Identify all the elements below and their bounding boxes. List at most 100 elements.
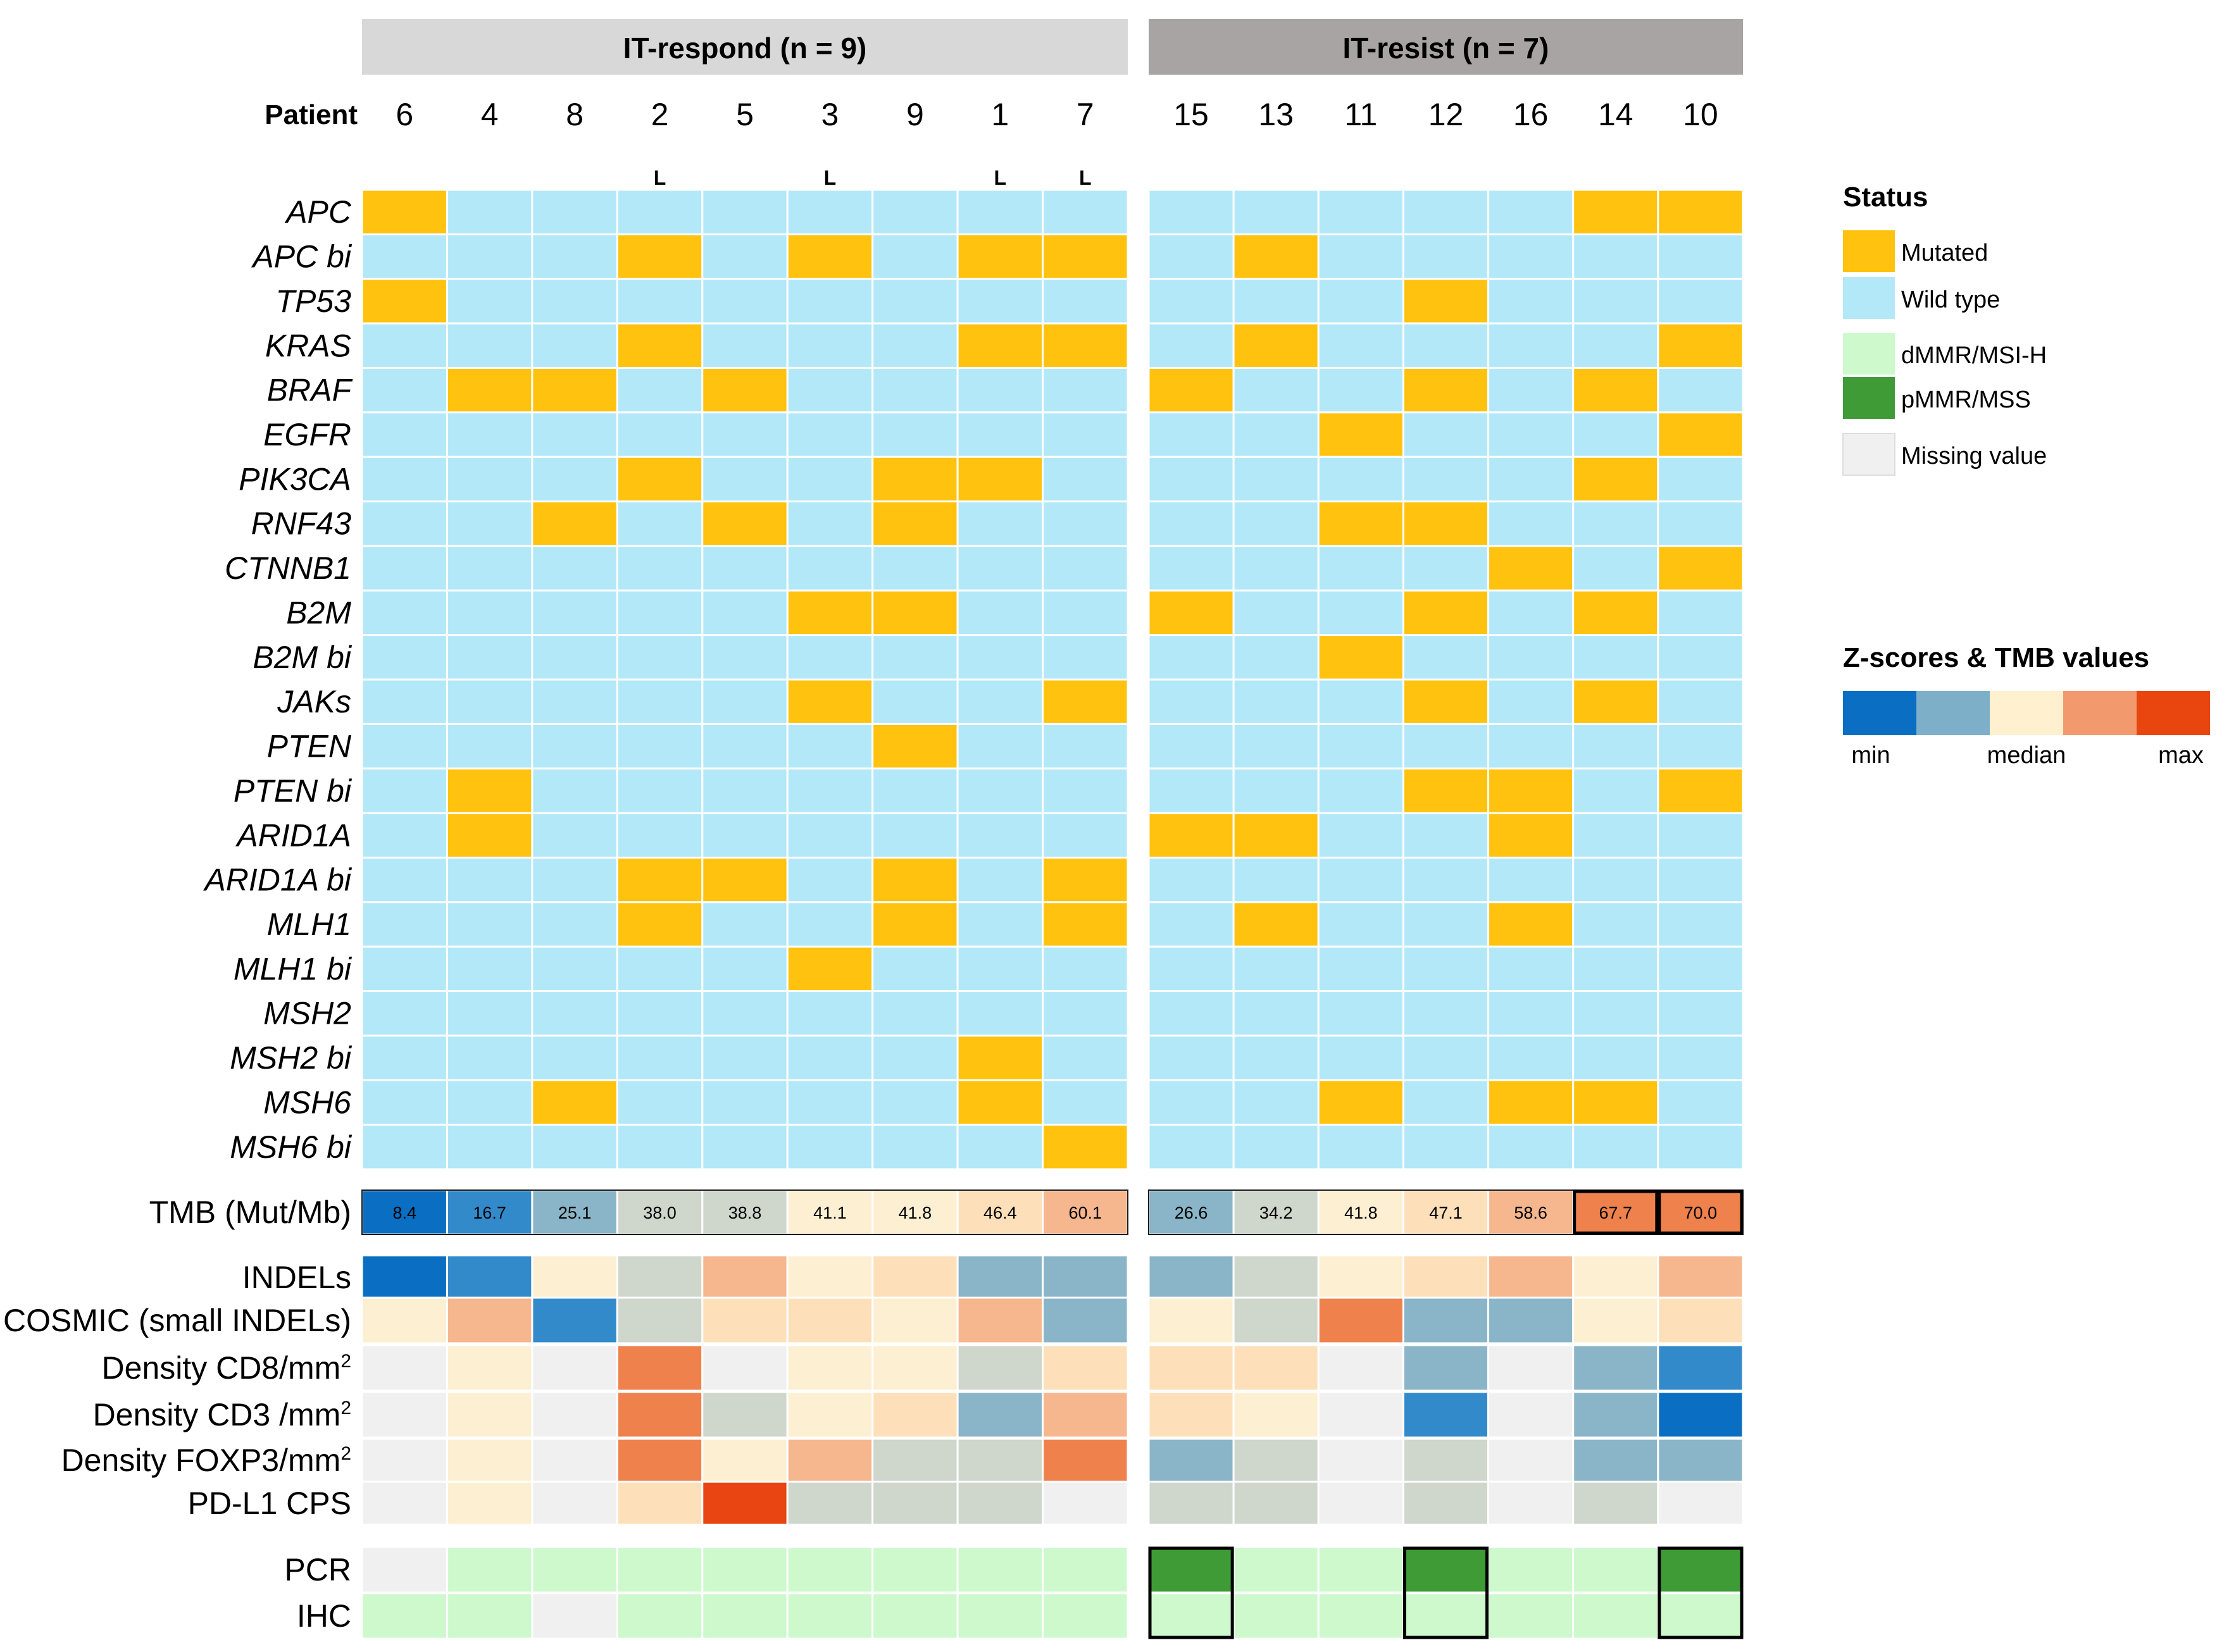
mutation-cell [786,678,874,725]
mutation-cell [361,411,448,458]
zscore-cell [1657,1391,1744,1439]
mutation-cell [1042,545,1129,592]
mutation-cell [446,945,534,993]
mutation-cell [616,278,704,325]
msi-cell [1402,1592,1490,1640]
l-mark: L [1079,166,1092,189]
msi-cell [1572,1546,1659,1594]
patient-id: 15 [1173,97,1209,132]
respond-header-label: IT-respond (n = 9) [623,32,867,65]
mutation-cell [531,589,618,637]
tmb-row: 8.4 16.7 25.1 38.0 38.8 41.1 41.8 46.4 60.1 26.6 3… [361,1189,1744,1236]
patient-id: 7 [1077,97,1094,132]
mutation-cell [1042,366,1129,414]
mutation-cell [1572,945,1659,993]
mutation-cell [1402,634,1490,681]
zscore-cell [956,1296,1044,1345]
mutation-cell [361,366,448,414]
msi-label: PCR [284,1552,351,1587]
mutation-cell [1232,1079,1320,1126]
mutation-cell [786,233,874,280]
zscore-cell [1487,1254,1575,1301]
mutation-cell [1232,678,1320,725]
zscore-cell [1042,1254,1129,1301]
mutation-cell [1147,723,1235,770]
zscore-cell [1232,1296,1320,1345]
mutation-cell [871,500,959,547]
mutation-cell [1232,589,1320,637]
mutation-cell [956,634,1044,681]
zscore-cell [786,1344,874,1392]
zscore-cell [361,1481,448,1526]
zscore-matrix [361,1254,1744,1526]
mutation-cell [701,634,789,681]
mutation-cell [956,723,1044,770]
mutation-cell [1147,545,1235,592]
mutation-cell [616,945,704,993]
tmb-value: 16.7 [473,1203,506,1222]
mutation-cell [1572,233,1659,280]
zscore-cell [1402,1481,1490,1526]
mutation-cell [531,901,618,948]
mutation-cell [1487,1079,1575,1126]
mutation-cell [1572,1079,1659,1126]
mutation-cell [531,767,618,814]
mutation-cell [1657,278,1744,325]
mutation-cell [446,1079,534,1126]
mutation-cell [1147,678,1235,725]
mutation-cell [1657,723,1744,770]
mutation-cell [1572,767,1659,814]
mutation-cell [871,411,959,458]
mutation-cell [1147,1079,1235,1126]
mutation-cell [1657,366,1744,414]
tmb-value: 38.8 [728,1203,762,1222]
msi-highlight-box [1148,1546,1234,1639]
zscore-cell [1147,1438,1235,1483]
mutation-cell [1317,278,1404,325]
zscore-cell [1572,1296,1659,1345]
mutation-cell [1572,990,1659,1037]
mutation-cell [361,945,448,993]
gene-label: TP53 [275,283,351,319]
gene-label: MLH1 bi [234,951,353,986]
mutation-cell [786,322,874,369]
mutation-cell [1487,856,1575,904]
mutation-cell [871,767,959,814]
mutation-cell [1147,500,1235,547]
mutation-cell [1572,322,1659,369]
mutation-cell [1147,189,1235,235]
mutation-cell [1487,945,1575,993]
mutation-cell [361,322,448,369]
mutation-cell [1487,366,1575,414]
mutation-cell [531,500,618,547]
zscore-cell [701,1438,789,1483]
mutation-cell [446,990,534,1037]
mutation-cell [1657,634,1744,681]
msi-cell [786,1546,874,1594]
mutation-cell [1042,945,1129,993]
mutation-cell [1402,723,1490,770]
tmb-value: 70.0 [1684,1203,1718,1222]
mutation-cell [1657,812,1744,859]
mutation-cell [1232,901,1320,948]
mutation-cell [1572,634,1659,681]
mutation-cell [446,589,534,637]
mutation-cell [1402,767,1490,814]
mutation-cell [616,901,704,948]
mutation-cell [871,456,959,503]
mutation-cell [531,1034,618,1081]
mutation-cell [1042,233,1129,280]
mutation-cell [1402,456,1490,503]
zscore-cell [1317,1438,1404,1483]
zscore-cell [531,1391,618,1439]
mutation-cell [361,901,448,948]
mutation-cell [1572,901,1659,948]
mutation-cell [1232,278,1320,325]
mutation-cell [616,456,704,503]
zscore-cell [1487,1296,1575,1345]
patient-id: 12 [1428,97,1464,132]
msi-cell [531,1592,618,1640]
tmb-cell [871,1189,959,1236]
l-mark: L [654,166,666,189]
zscore-cell [786,1296,874,1345]
